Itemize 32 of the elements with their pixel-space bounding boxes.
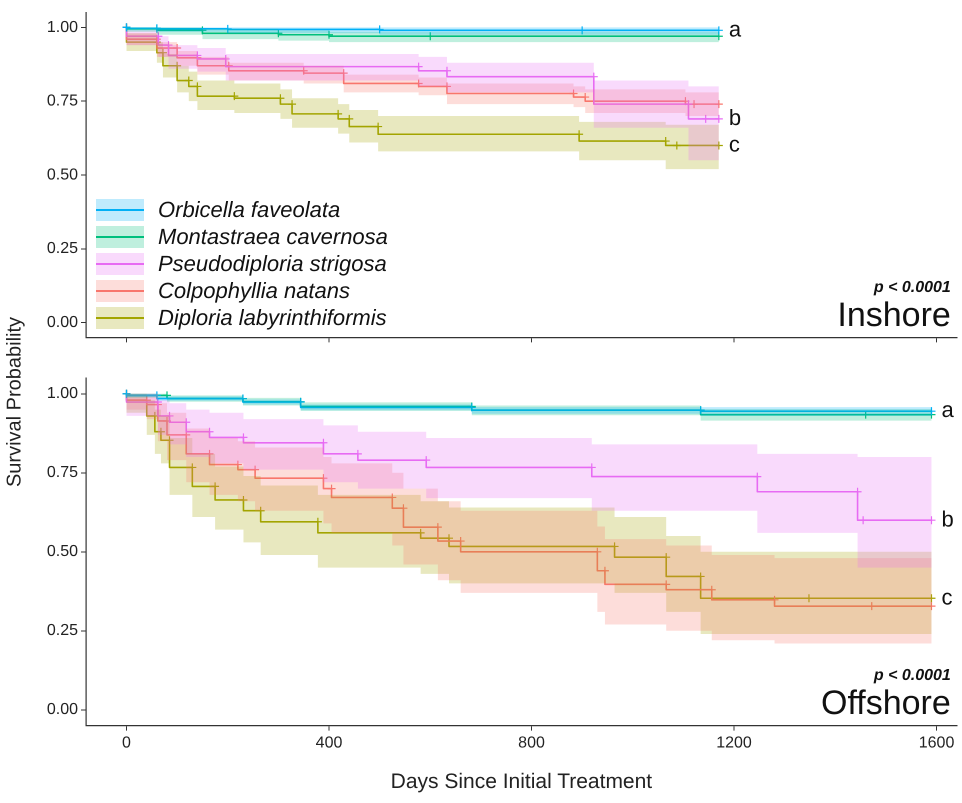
- x-axis-title: Days Since Initial Treatment: [390, 770, 652, 794]
- y-tick-label: 0.25: [46, 622, 78, 640]
- annotation: c: [728, 132, 740, 157]
- legend-label: Diploria labyrinthiformis: [158, 304, 387, 331]
- annotation: a: [941, 397, 954, 422]
- annotation: p < 0.0001: [872, 278, 951, 296]
- annotation: b: [941, 506, 954, 532]
- legend-label: Montastraea cavernosa: [158, 224, 388, 250]
- y-axis-title: Survival Probability: [4, 316, 26, 487]
- x-tick-label: 1200: [716, 734, 752, 752]
- y-tick-label: 0.25: [46, 240, 78, 258]
- y-tick-label: 1.00: [46, 18, 78, 36]
- x-tick-label: 800: [518, 734, 545, 752]
- y-tick-label: 0.00: [46, 701, 78, 718]
- y-tick-label: 0.50: [46, 166, 78, 184]
- x-tick-label: 1600: [918, 734, 954, 752]
- y-tick-label: 0.75: [46, 464, 78, 482]
- legend-label: Pseudodiploria strigosa: [158, 250, 387, 277]
- y-tick-label: 1.00: [46, 385, 78, 402]
- annotation: b: [728, 104, 742, 130]
- legend-label: Orbicella faveolata: [158, 196, 340, 223]
- y-tick-label: 0.00: [46, 314, 78, 332]
- annotation: p < 0.0001: [872, 667, 951, 684]
- x-tick-label: 0: [122, 734, 132, 752]
- annotation: Offshore: [821, 684, 951, 722]
- annotation: Inshore: [837, 296, 951, 334]
- y-tick-label: 0.50: [46, 543, 78, 560]
- x-tick-label: 400: [316, 734, 342, 752]
- annotation: c: [941, 584, 952, 610]
- y-tick-label: 0.75: [46, 92, 78, 110]
- annotation: a: [728, 16, 742, 42]
- legend-label: Colpophyllia natans: [158, 278, 350, 304]
